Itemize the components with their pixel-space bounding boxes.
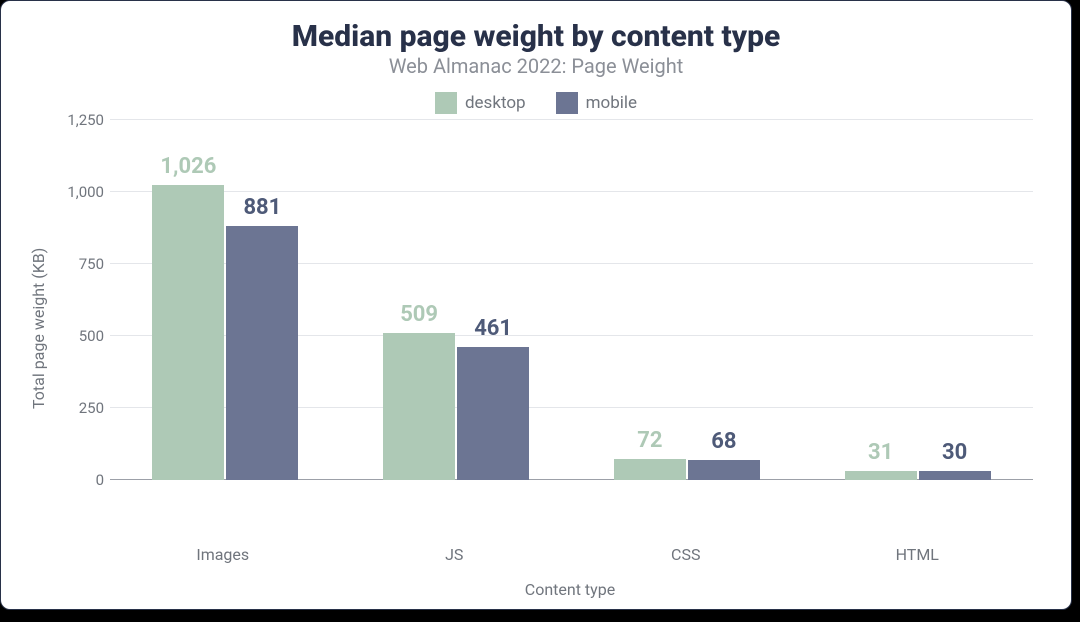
x-axis-ticks: Images JS CSS HTML bbox=[107, 545, 1033, 564]
y-tick-label: 1,250 bbox=[67, 111, 104, 129]
legend-swatch-mobile bbox=[556, 92, 578, 114]
legend-item-desktop: desktop bbox=[435, 92, 526, 114]
bars-container: 1,02688150946172683130 bbox=[110, 120, 1033, 480]
y-tick-label: 500 bbox=[79, 327, 104, 345]
bar-desktop: 72 bbox=[614, 459, 686, 480]
legend-item-mobile: mobile bbox=[556, 92, 637, 114]
chart-card: Median page weight by content type Web A… bbox=[0, 0, 1072, 610]
y-axis-ticks: 02505007501,0001,250 bbox=[52, 120, 110, 480]
y-tick-label: 1,000 bbox=[67, 183, 104, 201]
bar-value-label: 461 bbox=[474, 316, 512, 341]
y-tick-label: 250 bbox=[79, 399, 104, 417]
x-tick-label: Images bbox=[150, 545, 296, 564]
legend-swatch-desktop bbox=[435, 92, 457, 114]
y-axis-title: Total page weight (KB) bbox=[25, 120, 52, 537]
bar-value-label: 1,026 bbox=[160, 154, 216, 179]
x-axis-title: Content type bbox=[107, 580, 1033, 599]
x-axis-row: Images JS CSS HTML Content type bbox=[25, 537, 1047, 599]
bar-value-label: 509 bbox=[400, 302, 438, 327]
bar-group: 1,026881 bbox=[152, 120, 298, 480]
bar-desktop: 31 bbox=[845, 471, 917, 480]
chart-area: 1,02688150946172683130 bbox=[110, 120, 1033, 480]
bar-value-label: 31 bbox=[868, 440, 893, 465]
chart-legend: desktop mobile bbox=[25, 92, 1047, 114]
legend-label-desktop: desktop bbox=[465, 93, 526, 113]
x-tick-label: JS bbox=[381, 545, 527, 564]
bar-value-label: 30 bbox=[942, 440, 967, 465]
x-tick-label: CSS bbox=[613, 545, 759, 564]
chart-title: Median page weight by content type bbox=[25, 19, 1047, 54]
y-tick-label: 0 bbox=[96, 471, 104, 489]
bar-group: 7268 bbox=[614, 120, 760, 480]
bar-mobile: 30 bbox=[919, 471, 991, 480]
x-tick-label: HTML bbox=[844, 545, 990, 564]
bar-desktop: 509 bbox=[383, 333, 455, 480]
plot-area: Total page weight (KB) 0 250 500 750 1,000 1,… bbox=[25, 120, 1047, 537]
bar-value-label: 68 bbox=[711, 429, 736, 454]
bar-value-label: 881 bbox=[243, 195, 281, 220]
legend-label-mobile: mobile bbox=[586, 93, 637, 113]
bar-desktop: 1,026 bbox=[152, 185, 224, 480]
bar-value-label: 72 bbox=[637, 428, 662, 453]
bar-group: 3130 bbox=[845, 120, 991, 480]
bar-mobile: 881 bbox=[226, 226, 298, 480]
bar-mobile: 461 bbox=[457, 347, 529, 480]
chart-subtitle: Web Almanac 2022: Page Weight bbox=[25, 54, 1047, 78]
bar-group: 509461 bbox=[383, 120, 529, 480]
bar-mobile: 68 bbox=[688, 460, 760, 480]
y-tick-label: 750 bbox=[79, 255, 104, 273]
